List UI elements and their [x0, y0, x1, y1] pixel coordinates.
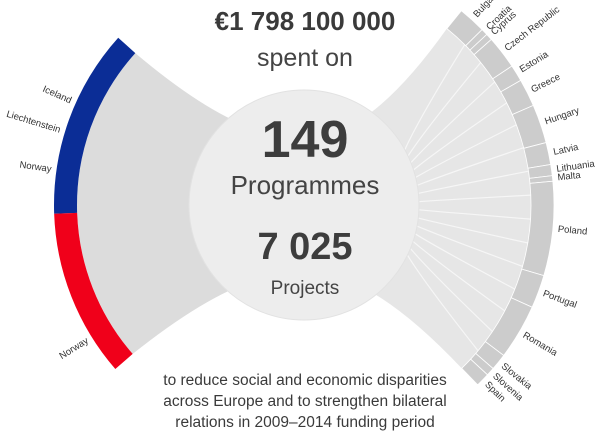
- state-label-poland: Poland: [557, 224, 588, 238]
- donor-label-iceland: Iceland: [41, 84, 73, 107]
- projects-count: 7 025: [257, 226, 353, 268]
- footer-line-3: relations in 2009–2014 funding period: [175, 414, 435, 431]
- footer-line-2: across Europe and to strengthen bilatera…: [163, 393, 447, 410]
- eea-grants-arc: [54, 37, 136, 214]
- state-label-greece: Greece: [529, 72, 562, 96]
- programmes-label: Programmes: [230, 170, 380, 200]
- footer-line-1: to reduce social and economic disparitie…: [163, 372, 447, 389]
- state-label-malta: Malta: [557, 170, 582, 183]
- state-label-latvia: Latvia: [552, 142, 580, 158]
- beneficiary-arc-spain: [461, 358, 489, 386]
- donor-label-norway: Norway: [19, 160, 53, 175]
- projects-label: Projects: [270, 278, 340, 299]
- donor-label-norway-grants: Norway: [58, 335, 91, 362]
- programmes-count: 149: [261, 111, 349, 169]
- total-amount: €1 798 100 000: [214, 6, 396, 36]
- spent-on-label: spent on: [257, 44, 353, 72]
- norway-grants-arc: [54, 212, 133, 370]
- state-label-romania: Romania: [521, 330, 560, 359]
- state-label-lithuania: Lithuania: [556, 158, 596, 174]
- center-circle: [188, 89, 420, 321]
- arcs: [54, 10, 555, 386]
